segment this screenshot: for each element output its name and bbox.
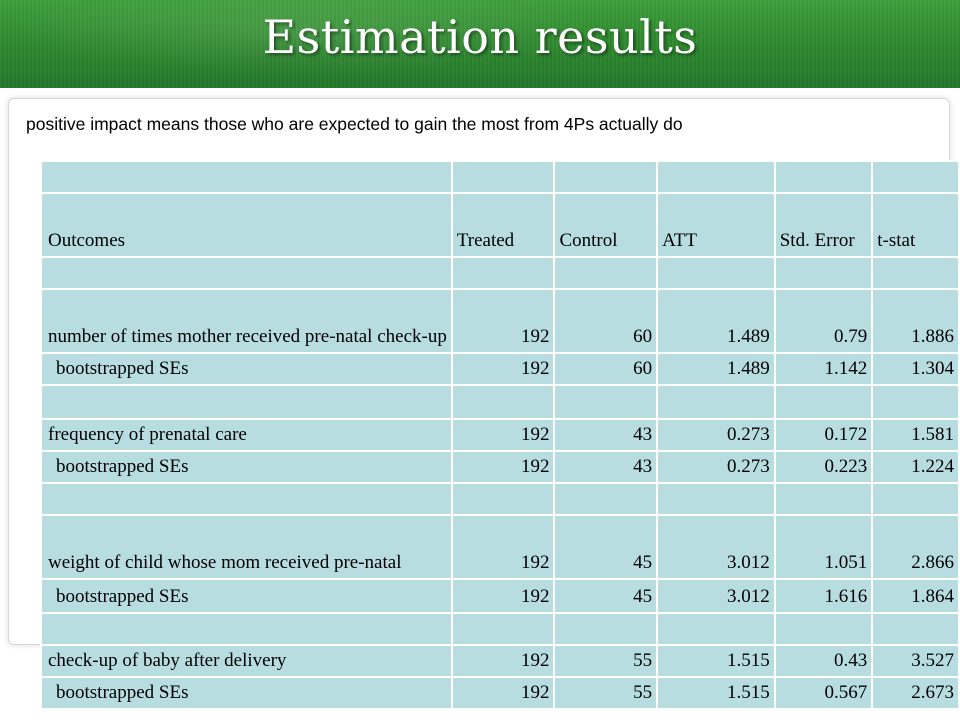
- slide-subtitle: positive impact means those who are expe…: [26, 114, 683, 134]
- slide-title: Estimation results: [262, 10, 698, 64]
- row-label: bootstrapped SEs: [40, 578, 453, 614]
- cell-std-error: 0.172: [773, 418, 874, 452]
- header-std-error: Std. Error: [773, 192, 874, 258]
- row-label: number of times mother received pre-nata…: [40, 288, 453, 354]
- cell-control: 55: [553, 676, 659, 710]
- table-header-row: Outcomes Treated Control ATT Std. Error …: [40, 192, 960, 258]
- cell-std-error: 0.43: [773, 644, 874, 678]
- cell-std-error: 0.223: [773, 450, 874, 484]
- row-label: bootstrapped SEs: [40, 676, 453, 710]
- cell-control: 43: [553, 418, 659, 452]
- cell-control: 60: [553, 288, 659, 354]
- header-outcomes: Outcomes: [40, 192, 453, 258]
- header-control: Control: [553, 192, 659, 258]
- cell-std-error: 0.567: [773, 676, 874, 710]
- cell-control: 43: [553, 450, 659, 484]
- row-label: check-up of baby after delivery: [40, 644, 453, 678]
- cell-att: 1.489: [656, 288, 776, 354]
- table-row: bootstrapped SEs 192 60 1.489 1.142 1.30…: [40, 352, 960, 386]
- row-label: bootstrapped SEs: [40, 450, 453, 484]
- cell-att: 3.012: [656, 514, 776, 580]
- table-row-blank: [40, 256, 960, 290]
- cell-tstat: 1.224: [871, 450, 960, 484]
- cell-treated: 192: [450, 644, 556, 678]
- cell-tstat: 1.886: [871, 288, 960, 354]
- cell-std-error: 1.616: [773, 578, 874, 614]
- cell-tstat: 2.866: [871, 514, 960, 580]
- cell-tstat: 1.304: [871, 352, 960, 386]
- cell-tstat: 2.673: [871, 676, 960, 710]
- cell-treated: 192: [450, 514, 556, 580]
- cell-control: 45: [553, 578, 659, 614]
- cell-tstat: 3.527: [871, 644, 960, 678]
- cell-control: 60: [553, 352, 659, 386]
- cell-treated: 192: [450, 450, 556, 484]
- cell-att: 0.273: [656, 418, 776, 452]
- cell-att: 1.489: [656, 352, 776, 386]
- cell-att: 3.012: [656, 578, 776, 614]
- table-row: bootstrapped SEs 192 45 3.012 1.616 1.86…: [40, 578, 960, 614]
- cell-att: 1.515: [656, 676, 776, 710]
- header-tstat: t-stat: [871, 192, 960, 258]
- results-table: Outcomes Treated Control ATT Std. Error …: [40, 160, 960, 710]
- cell-control: 55: [553, 644, 659, 678]
- row-label: bootstrapped SEs: [40, 352, 453, 386]
- table-row-blank: [40, 160, 960, 194]
- title-bar-texture: [0, 0, 960, 88]
- header-att: ATT: [656, 192, 776, 258]
- cell-att: 0.273: [656, 450, 776, 484]
- table-row-blank: [40, 482, 960, 516]
- row-label: frequency of prenatal care: [40, 418, 453, 452]
- cell-tstat: 1.864: [871, 578, 960, 614]
- cell-treated: 192: [450, 418, 556, 452]
- cell-std-error: 1.142: [773, 352, 874, 386]
- table-row: check-up of baby after delivery 192 55 1…: [40, 644, 960, 678]
- cell-treated: 192: [450, 676, 556, 710]
- row-label: weight of child whose mom received pre-n…: [40, 514, 453, 580]
- table-row: bootstrapped SEs 192 55 1.515 0.567 2.67…: [40, 676, 960, 710]
- title-bar: Estimation results: [0, 0, 960, 88]
- table-row-blank: [40, 612, 960, 646]
- cell-std-error: 1.051: [773, 514, 874, 580]
- cell-control: 45: [553, 514, 659, 580]
- header-treated: Treated: [450, 192, 556, 258]
- cell-treated: 192: [450, 352, 556, 386]
- table-row: bootstrapped SEs 192 43 0.273 0.223 1.22…: [40, 450, 960, 484]
- cell-treated: 192: [450, 288, 556, 354]
- table-row: number of times mother received pre-nata…: [40, 288, 960, 354]
- table-row: weight of child whose mom received pre-n…: [40, 514, 960, 580]
- cell-std-error: 0.79: [773, 288, 874, 354]
- cell-att: 1.515: [656, 644, 776, 678]
- table-row: frequency of prenatal care 192 43 0.273 …: [40, 418, 960, 452]
- cell-tstat: 1.581: [871, 418, 960, 452]
- cell-treated: 192: [450, 578, 556, 614]
- table-row-blank: [40, 384, 960, 420]
